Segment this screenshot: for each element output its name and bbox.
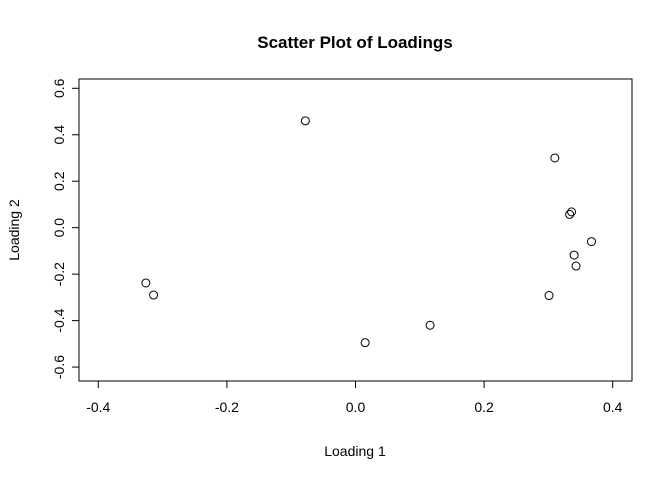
- data-point: [550, 153, 560, 163]
- data-point: [569, 250, 579, 260]
- data-point: [586, 237, 596, 247]
- y-tick-label: -0.6: [51, 355, 67, 379]
- data-points: [141, 116, 596, 348]
- y-tick-label: 0.4: [51, 125, 67, 145]
- y-tick-label: -0.4: [51, 308, 67, 332]
- data-point: [300, 116, 310, 126]
- x-axis: -0.4 -0.2 0.0 0.2 0.4: [86, 380, 623, 415]
- data-point: [425, 320, 435, 330]
- x-tick-label: -0.4: [86, 399, 110, 415]
- y-tick-label: 0.0: [51, 218, 67, 238]
- data-point: [571, 261, 581, 271]
- y-tick-label: 0.6: [51, 78, 67, 98]
- data-point: [141, 278, 151, 288]
- y-tick-label: 0.2: [51, 171, 67, 191]
- x-axis-label: Loading 1: [324, 443, 386, 459]
- data-point: [360, 338, 370, 348]
- y-axis: -0.6 -0.4 -0.2 0.0 0.2 0.4 0.6: [51, 78, 80, 379]
- x-tick-label: -0.2: [215, 399, 239, 415]
- data-point: [149, 290, 159, 300]
- y-tick-label: -0.2: [51, 262, 67, 286]
- x-tick-label: 0.4: [603, 399, 623, 415]
- y-axis-label: Loading 2: [6, 199, 22, 261]
- x-tick-label: 0.2: [474, 399, 494, 415]
- data-point: [567, 207, 577, 217]
- data-point: [544, 291, 554, 301]
- data-point: [565, 209, 575, 219]
- plot-frame: [78, 78, 633, 382]
- x-tick-label: 0.0: [346, 399, 366, 415]
- chart-title: Scatter Plot of Loadings: [257, 33, 453, 52]
